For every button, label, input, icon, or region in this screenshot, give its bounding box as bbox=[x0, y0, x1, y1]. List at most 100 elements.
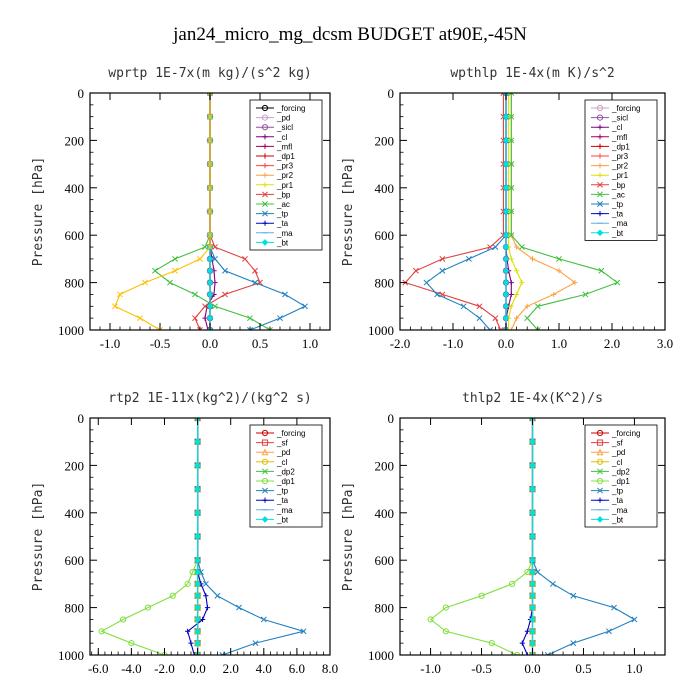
legend-label: _pd bbox=[276, 448, 290, 457]
data-point bbox=[206, 314, 214, 322]
data-point bbox=[212, 255, 218, 262]
data-point bbox=[508, 208, 515, 215]
legend-label: _ma bbox=[611, 506, 628, 515]
data-point bbox=[442, 604, 449, 611]
chart-panel-1: wprtp 1E-7x(m kg)/(s^2 kg) Pressure [hPa]… bbox=[31, 66, 331, 351]
data-point bbox=[207, 161, 213, 168]
data-point bbox=[194, 580, 201, 588]
y-tick-label: 600 bbox=[65, 553, 85, 568]
data-point bbox=[206, 291, 214, 298]
data-point bbox=[508, 184, 515, 191]
data-point bbox=[582, 291, 589, 298]
data-point bbox=[247, 315, 253, 322]
data-point bbox=[202, 303, 208, 310]
legend-marker bbox=[261, 439, 269, 446]
series-group bbox=[98, 418, 307, 655]
legend-label: _ma bbox=[611, 219, 628, 228]
y-tick-label: 800 bbox=[65, 276, 85, 291]
data-point bbox=[605, 628, 612, 635]
data-point bbox=[194, 604, 201, 611]
data-point bbox=[497, 327, 504, 330]
data-point bbox=[503, 93, 509, 96]
data-point bbox=[492, 244, 499, 251]
data-point bbox=[247, 327, 253, 330]
data-point bbox=[534, 569, 541, 576]
legend-label: _cl bbox=[276, 133, 287, 142]
legend-marker bbox=[597, 134, 603, 140]
x-tick-label: -2.0 bbox=[390, 336, 411, 351]
data-point bbox=[519, 280, 525, 286]
data-point bbox=[192, 291, 198, 298]
panel-title: wpthlp 1E-4x(m K)/s^2 bbox=[450, 66, 614, 81]
data-point bbox=[518, 244, 525, 251]
data-point bbox=[137, 315, 143, 322]
data-point bbox=[194, 533, 201, 540]
data-point bbox=[188, 640, 194, 646]
panel-title: rtp2 1E-11x(kg^2)/(kg^2 s) bbox=[108, 391, 312, 406]
data-point bbox=[508, 93, 515, 96]
data-point bbox=[128, 640, 135, 647]
data-point bbox=[460, 303, 467, 310]
legend-label: _pr3 bbox=[611, 152, 629, 161]
data-point bbox=[142, 279, 148, 286]
legend-label: _forcing bbox=[276, 104, 305, 113]
data-point bbox=[519, 640, 525, 646]
data-point bbox=[117, 291, 123, 298]
legend-marker bbox=[262, 163, 268, 169]
data-point bbox=[202, 244, 208, 251]
data-point bbox=[514, 291, 520, 298]
data-point bbox=[570, 592, 577, 599]
data-point bbox=[514, 651, 521, 655]
y-tick-label: 200 bbox=[65, 458, 85, 473]
data-point bbox=[197, 569, 204, 576]
legend-label: _ma bbox=[276, 229, 293, 238]
data-point bbox=[508, 256, 514, 262]
x-tick-label: -4.0 bbox=[121, 661, 142, 676]
data-point bbox=[529, 438, 536, 446]
legend-label: _mfl bbox=[276, 142, 292, 151]
legend-label: _sicl bbox=[611, 114, 628, 123]
legend-marker bbox=[261, 104, 269, 112]
series-line-dp1 bbox=[100, 418, 199, 655]
legend-label: _bt bbox=[276, 238, 289, 247]
legend-marker bbox=[597, 181, 603, 188]
legend-marker bbox=[597, 124, 603, 130]
data-point bbox=[524, 315, 531, 322]
data-point bbox=[214, 592, 221, 599]
chart-panel-2: wpthlp 1E-4x(m K)/s^2 Pressure [hPa] -2.0 -… bbox=[341, 66, 673, 351]
data-point bbox=[185, 628, 191, 634]
data-point bbox=[476, 315, 483, 322]
legend-label: _bt bbox=[611, 515, 624, 524]
data-point bbox=[423, 279, 430, 286]
data-point bbox=[197, 327, 203, 330]
x-tick-label: 1.0 bbox=[551, 336, 567, 351]
legend-marker bbox=[262, 153, 268, 159]
data-point bbox=[184, 580, 191, 588]
legend-label: _pd bbox=[276, 114, 290, 123]
legend-label: _bt bbox=[276, 515, 289, 524]
data-point bbox=[252, 279, 258, 286]
y-tick-label: 200 bbox=[65, 133, 85, 148]
data-point bbox=[120, 616, 127, 623]
data-point bbox=[514, 268, 520, 274]
data-point bbox=[194, 627, 201, 635]
data-point bbox=[207, 232, 213, 239]
y-tick-label: 0 bbox=[78, 86, 85, 101]
legend-marker bbox=[262, 468, 268, 475]
data-point bbox=[206, 302, 214, 310]
data-point bbox=[534, 303, 541, 310]
data-point bbox=[98, 628, 105, 635]
legend-label: _tp bbox=[276, 210, 289, 219]
legend-marker bbox=[261, 516, 269, 523]
data-point bbox=[529, 616, 536, 623]
data-point bbox=[502, 267, 510, 275]
data-point bbox=[222, 291, 228, 298]
legend-label: _dp1 bbox=[611, 142, 630, 151]
legend-box bbox=[584, 99, 658, 241]
data-point bbox=[506, 327, 512, 330]
data-point bbox=[194, 462, 201, 469]
y-axis-label: Pressure [hPa] bbox=[31, 157, 46, 267]
data-point bbox=[572, 280, 578, 286]
data-point bbox=[197, 255, 203, 262]
